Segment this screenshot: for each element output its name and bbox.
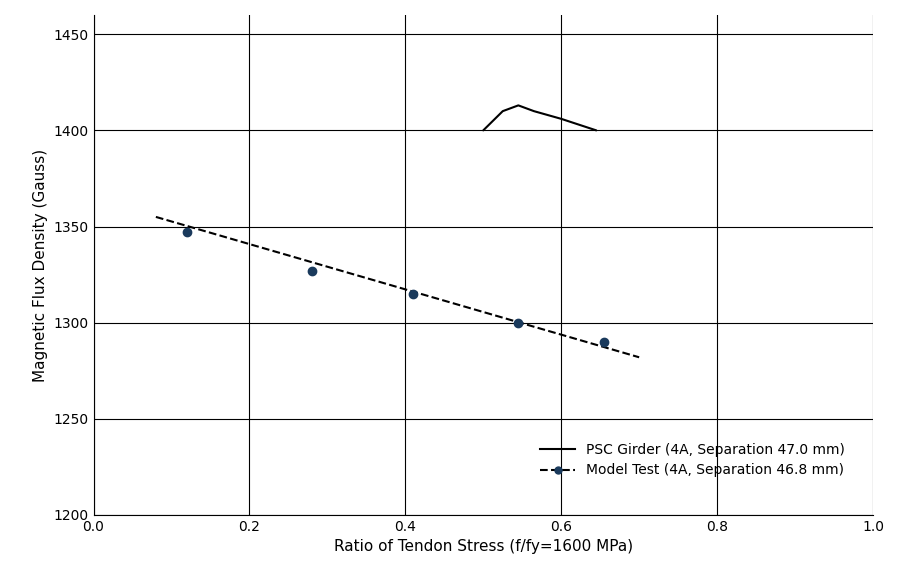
Y-axis label: Magnetic Flux Density (Gauss): Magnetic Flux Density (Gauss) [33, 148, 48, 382]
Legend: PSC Girder (4A, Separation 47.0 mm), Model Test (4A, Separation 46.8 mm): PSC Girder (4A, Separation 47.0 mm), Mod… [535, 437, 850, 483]
X-axis label: Ratio of Tendon Stress (f/fy=1600 MPa): Ratio of Tendon Stress (f/fy=1600 MPa) [334, 539, 633, 554]
